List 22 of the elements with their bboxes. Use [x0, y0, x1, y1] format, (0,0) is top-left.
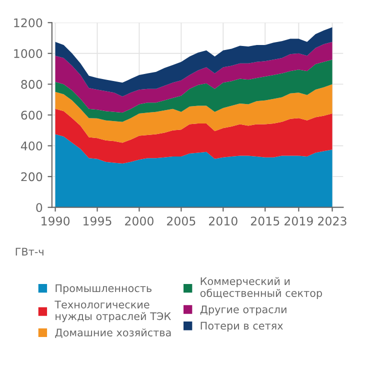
y-tick-label: 1000 [14, 49, 42, 58]
y-tick-label: 0 [36, 203, 42, 212]
x-tick-label: 2000 [125, 216, 154, 226]
legend-label: Потери в сетях [200, 322, 283, 332]
x-tick-label: 2023 [318, 216, 346, 226]
x-tick-label: 2019 [284, 216, 313, 226]
y-tick-label: 200 [21, 172, 42, 182]
x-tick-label: 1990 [42, 216, 70, 226]
legend-label: Домашние хозяйства [55, 328, 171, 338]
y-tick-label: 600 [21, 110, 42, 120]
x-tick-label: 2005 [167, 216, 196, 226]
legend-label: Другие отрасли [200, 306, 286, 316]
x-tick-label: 2015 [250, 216, 280, 226]
legend-label: Промышленность [56, 284, 152, 294]
y-tick-label: 800 [21, 80, 42, 89]
y-tick-label: 1200 [14, 18, 42, 28]
x-tick-label: 2010 [209, 216, 238, 226]
y-axis-title: ГВт-ч [16, 248, 44, 256]
legend-label: Технологические нужды отраслей ТЭК [54, 300, 171, 322]
y-tick-label: 400 [20, 141, 42, 150]
x-tick-label: 1995 [84, 216, 112, 226]
legend-label: Коммерческий и общественный сектор [200, 277, 322, 300]
